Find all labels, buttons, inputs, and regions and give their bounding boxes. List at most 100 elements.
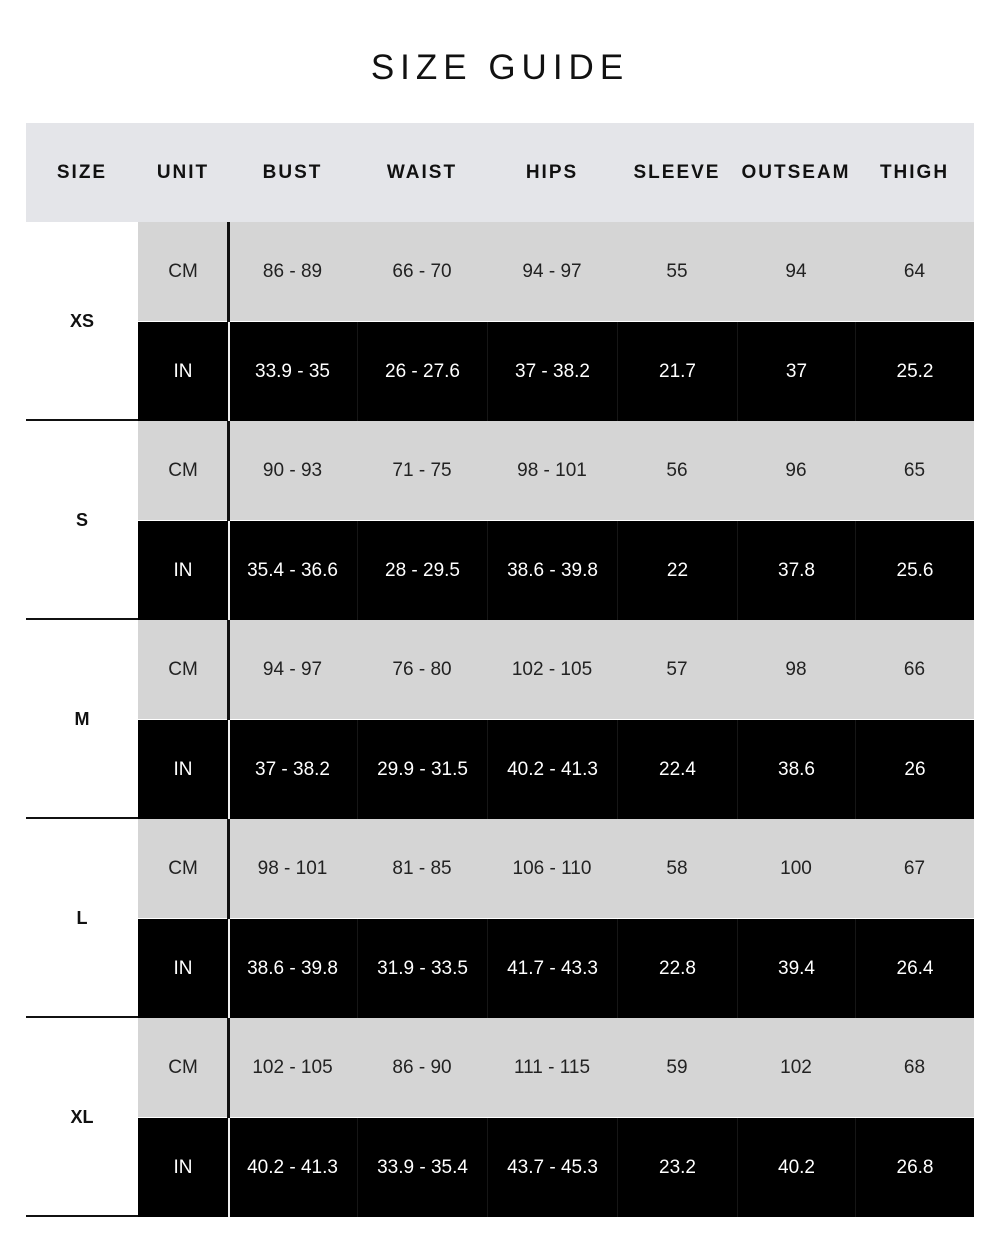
value-cell-waist: 81 - 85 xyxy=(392,858,452,879)
size-group-m: M CM 94 - 97 76 - 80 102 - 105 57 98 66 IN 37 - 3… xyxy=(26,620,974,819)
value-cell-thigh: 66 xyxy=(903,659,926,680)
value-cell-sleeve: 59 xyxy=(666,1057,688,1078)
value-cell-hips: 94 - 97 xyxy=(522,261,582,282)
value-cell-sleeve: 21.7 xyxy=(617,322,737,421)
column-header-size: SIZE xyxy=(56,162,108,183)
column-header-waist: WAIST xyxy=(386,162,458,183)
value-cell-bust: 98 - 101 xyxy=(257,858,328,879)
unit-cell: IN xyxy=(173,958,193,979)
value-cell-hips: 38.6 - 39.8 xyxy=(487,521,617,620)
size-group-l: L CM 98 - 101 81 - 85 106 - 110 58 100 67 IN 38.6… xyxy=(26,819,974,1018)
value-cell-waist: 86 - 90 xyxy=(392,1057,452,1078)
value-cell-outseam: 37 xyxy=(737,322,855,421)
value-cell-thigh: 67 xyxy=(903,858,926,879)
column-header-sleeve: SLEEVE xyxy=(633,162,721,183)
size-group-s: S CM 90 - 93 71 - 75 98 - 101 56 96 65 IN 35.4 - … xyxy=(26,421,974,620)
value-cell-bust: 35.4 - 36.6 xyxy=(247,560,338,581)
value-cell-thigh: 64 xyxy=(903,261,926,282)
unit-divider xyxy=(227,620,230,819)
value-cell-hips: 106 - 110 xyxy=(512,858,592,879)
value-cell-thigh: 68 xyxy=(903,1057,926,1078)
value-cell-thigh: 26.8 xyxy=(855,1118,974,1217)
value-cell-sleeve: 22 xyxy=(617,521,737,620)
unit-cell: CM xyxy=(168,858,198,879)
value-cell-waist: 31.9 - 33.5 xyxy=(357,919,487,1018)
unit-cell: IN xyxy=(173,1157,193,1178)
value-cell-sleeve: 22.4 xyxy=(617,720,737,819)
value-cell-hips: 98 - 101 xyxy=(517,460,587,481)
value-cell-bust: 37 - 38.2 xyxy=(255,759,330,780)
value-cell-sleeve: 58 xyxy=(666,858,688,879)
unit-divider xyxy=(227,1018,230,1217)
value-cell-outseam: 38.6 xyxy=(737,720,855,819)
divider-dark xyxy=(227,1018,230,1118)
table-row-in: IN 33.9 - 35 26 - 27.6 37 - 38.2 21.7 37 25.2 xyxy=(138,322,974,421)
size-label: S xyxy=(26,421,138,620)
size-label: M xyxy=(26,620,138,819)
value-cell-thigh: 25.6 xyxy=(855,521,974,620)
value-cell-outseam: 100 xyxy=(780,858,812,879)
value-cell-hips: 111 - 115 xyxy=(513,1057,591,1078)
table-row-cm: CM 98 - 101 81 - 85 106 - 110 58 100 67 xyxy=(138,819,974,918)
size-group-xl: XL CM 102 - 105 86 - 90 111 - 115 59 102 68 IN 40… xyxy=(26,1018,974,1217)
value-cell-outseam: 40.2 xyxy=(737,1118,855,1217)
value-cell-outseam: 94 xyxy=(785,261,807,282)
table-row-in: IN 38.6 - 39.8 31.9 - 33.5 41.7 - 43.3 22.8 3… xyxy=(138,919,974,1018)
value-cell-sleeve: 55 xyxy=(666,261,688,282)
size-label: XL xyxy=(26,1018,138,1217)
value-cell-thigh: 26.4 xyxy=(855,919,974,1018)
table-row-in: IN 37 - 38.2 29.9 - 31.5 40.2 - 41.3 22.4 38.… xyxy=(138,720,974,819)
table-row-cm: CM 102 - 105 86 - 90 111 - 115 59 102 68 xyxy=(138,1018,974,1117)
unit-divider xyxy=(227,421,230,620)
value-cell-waist: 28 - 29.5 xyxy=(357,521,487,620)
divider-dark xyxy=(227,819,230,919)
value-cell-hips: 40.2 - 41.3 xyxy=(487,720,617,819)
value-cell-waist: 71 - 75 xyxy=(392,460,452,481)
table-row-in: IN 40.2 - 41.3 33.9 - 35.4 43.7 - 45.3 23.2 4… xyxy=(138,1118,974,1217)
value-cell-waist: 76 - 80 xyxy=(392,659,452,680)
divider-light xyxy=(228,720,230,819)
value-cell-bust: 38.6 - 39.8 xyxy=(247,958,338,979)
value-cell-bust: 90 - 93 xyxy=(262,460,323,481)
value-cell-outseam: 102 xyxy=(780,1057,812,1078)
column-header-bust: BUST xyxy=(262,162,323,183)
value-cell-waist: 66 - 70 xyxy=(392,261,452,282)
divider-light xyxy=(228,322,230,421)
value-cell-bust: 102 - 105 xyxy=(252,1057,333,1078)
value-cell-hips: 37 - 38.2 xyxy=(487,322,617,421)
value-cell-hips: 41.7 - 43.3 xyxy=(487,919,617,1018)
size-label: L xyxy=(26,819,138,1018)
value-cell-bust: 94 - 97 xyxy=(262,659,323,680)
unit-cell: CM xyxy=(168,659,198,680)
size-group-xs: XS CM 86 - 89 66 - 70 94 - 97 55 94 64 IN 33.9 - … xyxy=(26,222,974,421)
unit-cell: IN xyxy=(173,361,193,382)
table-row-cm: CM 86 - 89 66 - 70 94 - 97 55 94 64 xyxy=(138,222,974,321)
column-header-thigh: THIGH xyxy=(879,162,950,183)
value-cell-waist: 29.9 - 31.5 xyxy=(357,720,487,819)
value-cell-hips: 43.7 - 45.3 xyxy=(487,1118,617,1217)
value-cell-thigh: 25.2 xyxy=(855,322,974,421)
value-cell-waist: 33.9 - 35.4 xyxy=(357,1118,487,1217)
page-title: SIZE GUIDE xyxy=(370,48,630,87)
divider-light xyxy=(228,919,230,1018)
divider-dark xyxy=(227,620,230,720)
unit-divider xyxy=(227,819,230,1018)
unit-cell: CM xyxy=(168,1057,198,1078)
divider-light xyxy=(228,521,230,620)
value-cell-waist: 26 - 27.6 xyxy=(357,322,487,421)
unit-cell: IN xyxy=(173,560,193,581)
value-cell-outseam: 37.8 xyxy=(737,521,855,620)
table-row-cm: CM 90 - 93 71 - 75 98 - 101 56 96 65 xyxy=(138,421,974,520)
unit-cell: CM xyxy=(168,460,198,481)
unit-divider xyxy=(227,222,230,421)
value-cell-thigh: 65 xyxy=(903,460,926,481)
value-cell-outseam: 98 xyxy=(785,659,807,680)
table-header: SIZE UNIT BUST WAIST HIPS SLEEVE OUTSEAM THIGH xyxy=(26,123,974,222)
value-cell-sleeve: 23.2 xyxy=(617,1118,737,1217)
value-cell-hips: 102 - 105 xyxy=(511,659,593,680)
divider-light xyxy=(228,1118,230,1217)
column-header-unit: UNIT xyxy=(156,162,210,183)
value-cell-sleeve: 22.8 xyxy=(617,919,737,1018)
value-cell-outseam: 96 xyxy=(785,460,807,481)
value-cell-thigh: 26 xyxy=(855,720,974,819)
